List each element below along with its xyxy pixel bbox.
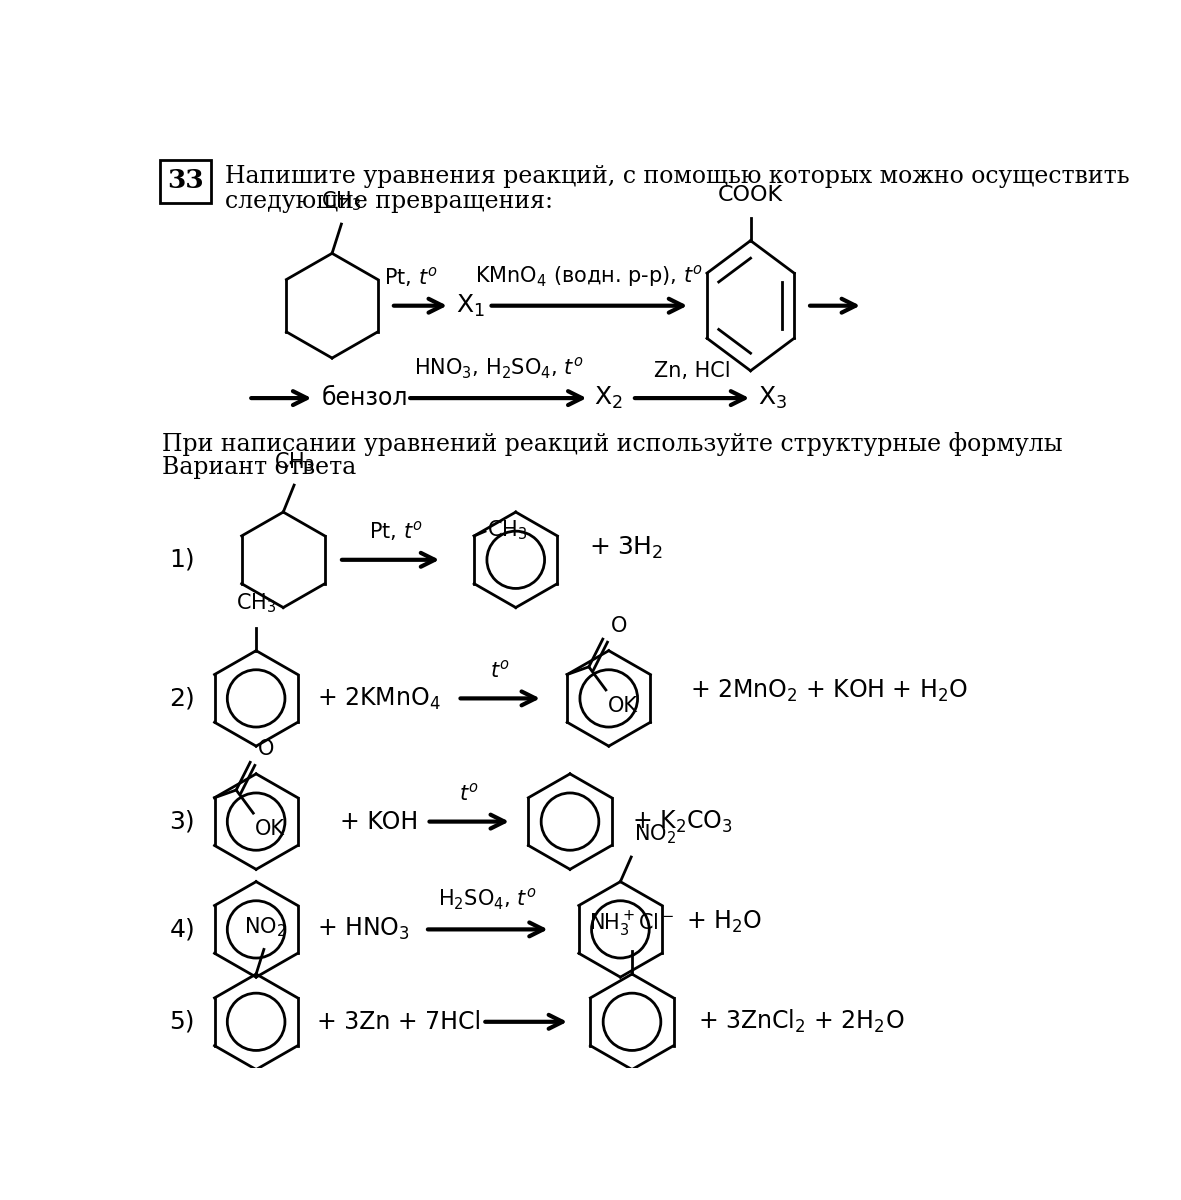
Text: NH$_3^+$Cl$^-$: NH$_3^+$Cl$^-$ (589, 910, 674, 938)
Text: O: O (611, 616, 627, 636)
Text: 3): 3) (169, 810, 195, 834)
Text: $t^o$: $t^o$ (459, 782, 479, 805)
Text: + HNO$_3$: + HNO$_3$ (317, 917, 410, 942)
Text: X$_1$: X$_1$ (456, 293, 485, 319)
Text: + 2KMnO$_4$: + 2KMnO$_4$ (317, 685, 441, 712)
Text: + K$_2$CO$_3$: + K$_2$CO$_3$ (632, 809, 732, 835)
Text: OK: OK (255, 820, 285, 839)
Text: + 3ZnCl$_2$ + 2H$_2$O: + 3ZnCl$_2$ + 2H$_2$O (698, 1008, 905, 1036)
Text: CH$_3$: CH$_3$ (236, 592, 276, 616)
Text: 33: 33 (168, 168, 204, 193)
Text: 2): 2) (169, 686, 195, 710)
Text: Вариант ответа: Вариант ответа (162, 456, 355, 479)
Text: Pt, $t^o$: Pt, $t^o$ (368, 518, 423, 542)
Text: + H$_2$O: + H$_2$O (686, 908, 762, 935)
Text: + KOH: + KOH (340, 810, 418, 834)
FancyBboxPatch shape (159, 160, 211, 203)
Text: H$_2$SO$_4$, $t^o$: H$_2$SO$_4$, $t^o$ (438, 887, 537, 912)
Text: CH$_3$: CH$_3$ (321, 190, 361, 214)
Text: COOK: COOK (718, 185, 783, 205)
Text: OK: OK (607, 696, 638, 716)
Text: X$_3$: X$_3$ (758, 385, 788, 412)
Text: бензол: бензол (322, 386, 409, 410)
Text: CH$_3$: CH$_3$ (487, 518, 527, 541)
Text: При написании уравнений реакций используйте структурные формулы: При написании уравнений реакций использу… (162, 432, 1062, 456)
Text: O: O (257, 739, 274, 760)
Text: 5): 5) (169, 1010, 195, 1033)
Text: + 3Zn + 7HCl: + 3Zn + 7HCl (317, 1010, 481, 1033)
Text: следующие превращения:: следующие превращения: (226, 191, 553, 214)
Text: Pt, $t^o$: Pt, $t^o$ (384, 265, 438, 289)
Text: 1): 1) (169, 547, 195, 572)
Text: $t^o$: $t^o$ (490, 660, 510, 682)
Text: 4): 4) (169, 917, 195, 941)
Text: KMnO$_4$ (водн. р-р), $t^o$: KMnO$_4$ (водн. р-р), $t^o$ (476, 263, 704, 289)
Text: HNO$_3$, H$_2$SO$_4$, $t^o$: HNO$_3$, H$_2$SO$_4$, $t^o$ (413, 355, 583, 382)
Text: Напишите уравнения реакций, с помощью которых можно осуществить: Напишите уравнения реакций, с помощью ко… (226, 164, 1130, 188)
Text: + 2MnO$_2$ + KOH + H$_2$O: + 2MnO$_2$ + KOH + H$_2$O (690, 678, 968, 703)
Text: Zn, HCl: Zn, HCl (654, 361, 731, 382)
Text: X$_2$: X$_2$ (594, 385, 622, 412)
Text: CH$_3$: CH$_3$ (274, 450, 314, 474)
Text: NO$_2$: NO$_2$ (244, 916, 287, 938)
Text: NO$_2$: NO$_2$ (634, 823, 677, 846)
Text: + 3H$_2$: + 3H$_2$ (589, 535, 664, 562)
